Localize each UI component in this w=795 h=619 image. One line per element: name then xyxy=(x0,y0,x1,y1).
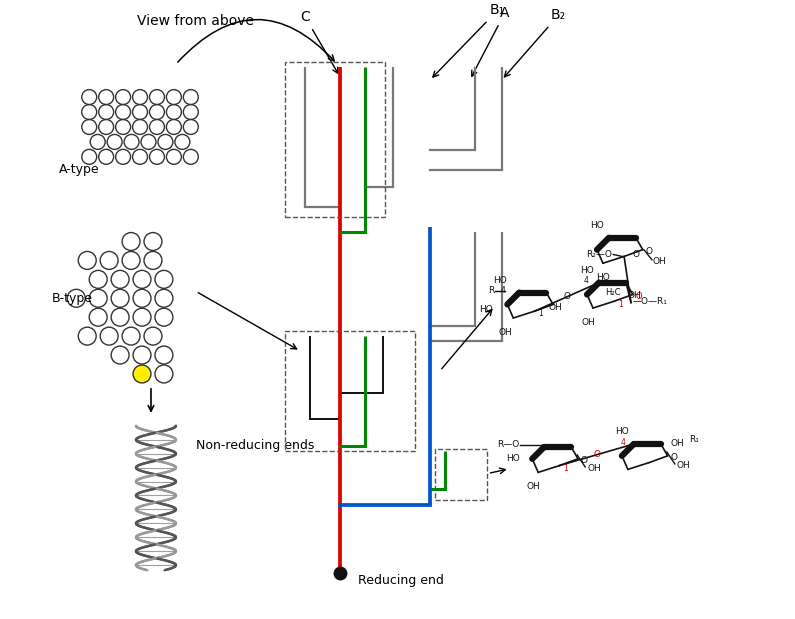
Text: H₂C: H₂C xyxy=(605,288,621,297)
Text: OH: OH xyxy=(653,258,667,266)
Text: R: R xyxy=(488,286,494,295)
Text: HO: HO xyxy=(590,221,604,230)
Text: OH: OH xyxy=(671,439,684,449)
Text: OH: OH xyxy=(628,290,642,300)
Text: 4: 4 xyxy=(621,438,626,446)
Text: HO: HO xyxy=(494,275,507,285)
Text: O: O xyxy=(636,292,642,301)
Text: O: O xyxy=(646,247,653,256)
Text: B₁: B₁ xyxy=(433,3,506,77)
Text: Reducing end: Reducing end xyxy=(359,574,444,587)
Text: Non-reducing ends: Non-reducing ends xyxy=(196,439,314,452)
Text: 1: 1 xyxy=(619,300,622,309)
Text: R₁: R₁ xyxy=(688,435,699,444)
Text: O: O xyxy=(581,456,588,465)
Text: C: C xyxy=(301,11,338,74)
Text: A: A xyxy=(471,6,510,76)
Text: OH: OH xyxy=(588,464,601,474)
Text: View from above: View from above xyxy=(138,14,254,28)
Text: HO: HO xyxy=(479,305,492,314)
Text: 4: 4 xyxy=(584,276,589,285)
Text: OH: OH xyxy=(549,303,562,311)
Bar xyxy=(285,63,385,217)
Text: B-type: B-type xyxy=(52,292,92,305)
Text: 4: 4 xyxy=(500,286,506,295)
Text: A-type: A-type xyxy=(60,163,100,176)
Text: B₂: B₂ xyxy=(505,9,566,77)
Text: O: O xyxy=(632,250,639,259)
Bar xyxy=(285,331,415,451)
Text: O: O xyxy=(593,450,600,459)
Text: 1: 1 xyxy=(538,309,543,318)
Text: 1: 1 xyxy=(564,464,568,473)
Text: OH: OH xyxy=(677,461,691,470)
Text: HO: HO xyxy=(596,273,610,282)
Circle shape xyxy=(133,365,151,383)
Text: HO: HO xyxy=(506,454,520,464)
Text: R₂—O: R₂—O xyxy=(586,250,612,259)
Text: O: O xyxy=(671,453,677,462)
Text: O: O xyxy=(563,292,570,301)
Text: OH: OH xyxy=(581,318,595,327)
Text: OH: OH xyxy=(526,482,540,491)
Text: —O—R₁: —O—R₁ xyxy=(632,297,667,306)
Bar xyxy=(435,449,487,501)
Text: R—O: R—O xyxy=(497,441,519,449)
Text: OH: OH xyxy=(498,328,512,337)
Text: HO: HO xyxy=(580,266,594,275)
Text: HO: HO xyxy=(615,427,629,436)
